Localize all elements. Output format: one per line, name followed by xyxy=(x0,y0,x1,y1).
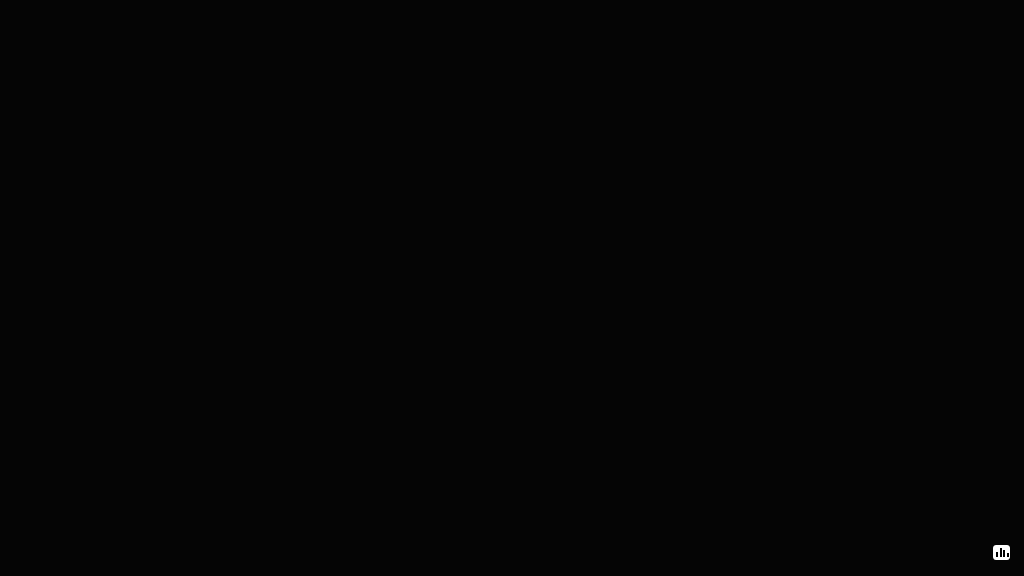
bloomberg-logo-icon xyxy=(993,545,1010,560)
brand-footer xyxy=(987,545,1010,560)
legend-swatch-icon xyxy=(8,79,17,88)
legend xyxy=(8,79,21,88)
